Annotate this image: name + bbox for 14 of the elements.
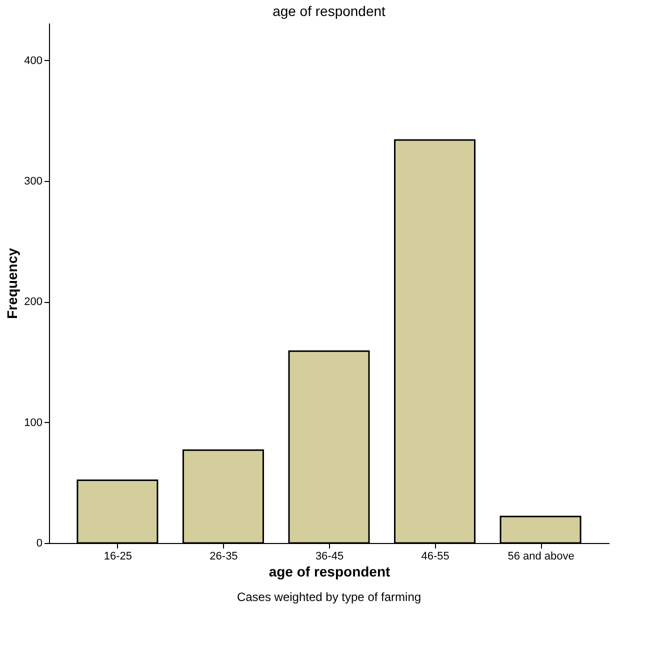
y-tick-label: 400 <box>24 54 42 67</box>
x-tick-label: 26-35 <box>210 550 238 562</box>
y-tick-label: 0 <box>36 538 42 550</box>
chart-title: age of respondent <box>272 3 386 19</box>
y-tick-label: 100 <box>24 416 42 429</box>
y-tick-label: 300 <box>24 176 42 188</box>
x-tick-label: 46-55 <box>421 550 450 562</box>
x-tick-label: 56 and above <box>508 550 574 562</box>
text: Cases weighted by type of farming <box>236 590 422 604</box>
y-axis-title: Frequency <box>4 248 20 319</box>
x-tick-label: 16-25 <box>104 550 132 562</box>
x-tick-label: 36-45 <box>315 550 344 562</box>
x-axis-title: age of respondent <box>268 564 391 580</box>
y-tick-label: 200 <box>24 296 42 308</box>
